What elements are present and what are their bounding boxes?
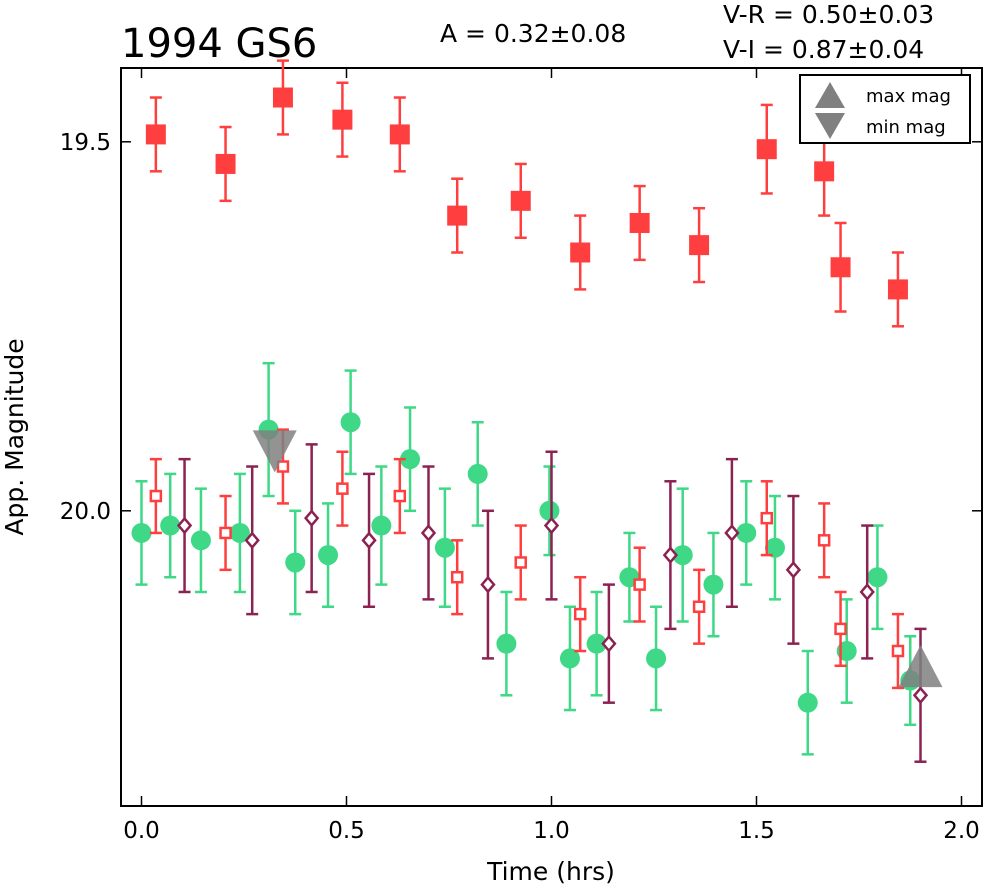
data-point-square — [215, 153, 236, 174]
data-point-circle — [496, 633, 517, 654]
x-tick-label: 2.0 — [943, 818, 980, 844]
data-point-diamond — [361, 531, 377, 550]
data-point-square — [389, 124, 410, 145]
data-point-diamond — [912, 686, 929, 705]
data-point-square — [272, 87, 293, 108]
data-point-diamond — [480, 575, 496, 594]
legend-min-mag-triangle-icon — [815, 113, 845, 139]
data-point-circle — [131, 522, 152, 543]
data-point-square — [760, 511, 773, 525]
data-point-circle — [285, 552, 306, 573]
x-tick-label: 0.5 — [328, 818, 365, 844]
data-point-square — [891, 644, 905, 658]
legend: max mag min mag — [799, 74, 971, 144]
data-point-square — [570, 242, 591, 263]
series-diamond-open — [176, 443, 929, 763]
y-axis-label: App. Magnitude — [0, 338, 29, 535]
data-point-circle — [318, 545, 339, 566]
series-square-filled — [145, 59, 908, 328]
data-point-circle — [764, 537, 785, 558]
data-point-diamond — [304, 509, 320, 528]
data-point-square — [887, 279, 908, 300]
data-point-circle — [867, 567, 888, 588]
data-point-square — [692, 600, 706, 613]
legend-max-mag-label: max mag — [866, 86, 951, 107]
data-point-diamond — [176, 516, 193, 535]
x-tick-label: 1.0 — [533, 818, 570, 844]
data-point-square — [756, 139, 777, 160]
x-axis-label: Time (hrs) — [486, 857, 615, 886]
data-point-square — [814, 161, 835, 182]
data-point-circle — [703, 574, 724, 595]
data-point-circle — [371, 515, 392, 536]
data-point-square — [510, 190, 531, 211]
series-triangle-down-filled — [252, 430, 297, 473]
v-r-color-annotation: V-R = 0.50±0.03 — [723, 0, 934, 29]
v-i-color-annotation: V-I = 0.87±0.04 — [723, 35, 924, 64]
data-point-diamond — [543, 516, 560, 535]
data-point-diamond — [662, 546, 679, 565]
y-tick-label: 20.0 — [60, 499, 111, 525]
data-point-square — [149, 489, 163, 503]
x-tick-label: 0.0 — [123, 818, 160, 844]
data-point-square — [834, 622, 847, 636]
data-point-square — [629, 212, 650, 233]
data-point-circle — [190, 530, 211, 551]
data-point-diamond — [244, 531, 260, 550]
plot-frame — [120, 67, 983, 807]
min-mag-marker — [252, 430, 297, 473]
series-triangle-up-filled — [898, 645, 943, 688]
x-tick-label: 1.5 — [738, 818, 775, 844]
legend-min-mag-label: min mag — [866, 117, 946, 138]
data-point-square — [830, 257, 851, 278]
data-point-circle — [646, 648, 667, 669]
data-point-diamond — [785, 560, 802, 579]
data-point-square — [514, 556, 527, 569]
data-point-square — [450, 570, 464, 584]
data-point-diamond — [859, 583, 875, 601]
legend-max-mag-triangle-icon — [815, 82, 845, 108]
data-series — [131, 59, 943, 763]
data-point-square — [145, 124, 166, 145]
data-point-square — [219, 526, 232, 540]
data-point-circle — [400, 449, 421, 470]
data-point-circle — [539, 500, 560, 521]
data-point-circle — [797, 692, 818, 713]
data-point-diamond — [420, 524, 437, 542]
data-point-diamond — [724, 524, 740, 542]
data-point-diamond — [601, 634, 617, 653]
data-point-circle — [736, 522, 757, 543]
data-point-square — [336, 482, 349, 495]
data-point-square — [573, 607, 587, 621]
data-point-square — [817, 534, 831, 547]
data-point-circle — [467, 463, 488, 484]
data-point-circle — [340, 412, 361, 433]
data-point-square — [393, 489, 407, 503]
data-point-circle — [160, 515, 181, 536]
data-point-circle — [229, 522, 250, 543]
data-point-circle — [586, 633, 607, 654]
data-point-square — [633, 578, 646, 591]
y-tick-label: 19.5 — [60, 130, 111, 156]
data-point-square — [332, 109, 353, 130]
axis-ticks: 0.00.51.01.52.019.019.520.0 — [60, 68, 982, 844]
data-point-circle — [672, 545, 693, 566]
max-mag-marker — [898, 645, 943, 688]
data-point-square — [276, 460, 290, 473]
data-point-square — [447, 205, 468, 226]
data-point-square — [689, 235, 710, 256]
series-square-open — [149, 428, 905, 690]
amplitude-annotation: A = 0.32±0.08 — [440, 19, 626, 48]
chart-title: 1994 GS6 — [121, 21, 317, 67]
data-point-circle — [434, 537, 455, 558]
data-point-circle — [559, 648, 580, 669]
